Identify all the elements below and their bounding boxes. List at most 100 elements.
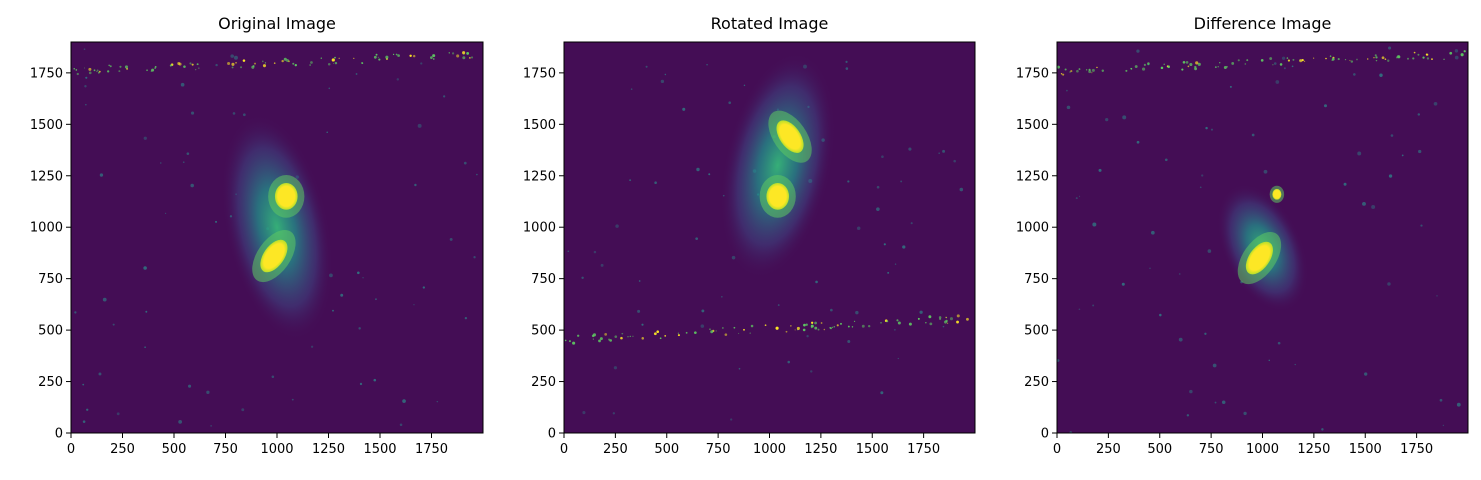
streak-point bbox=[430, 56, 433, 59]
star bbox=[83, 48, 86, 50]
star bbox=[402, 399, 406, 403]
streak-point bbox=[253, 62, 257, 65]
star bbox=[1388, 174, 1393, 178]
streak-point bbox=[572, 341, 576, 345]
star bbox=[362, 276, 364, 279]
streak-point bbox=[1060, 73, 1063, 75]
star bbox=[186, 152, 190, 155]
x-tick-label: 0 bbox=[1053, 442, 1061, 457]
star bbox=[645, 65, 648, 68]
star bbox=[215, 63, 218, 67]
star bbox=[473, 256, 476, 259]
star bbox=[1078, 308, 1081, 311]
streak-point bbox=[392, 53, 395, 56]
streak-point bbox=[1101, 69, 1105, 72]
streak-point bbox=[235, 61, 237, 64]
star bbox=[942, 325, 945, 328]
streak-point bbox=[1219, 62, 1221, 64]
star bbox=[1136, 140, 1140, 144]
streak-point bbox=[1422, 56, 1425, 59]
star bbox=[1221, 400, 1226, 405]
star bbox=[326, 131, 328, 134]
image-content bbox=[73, 48, 478, 427]
x-tick-label: 1500 bbox=[856, 442, 889, 457]
y-tick-label: 0 bbox=[55, 427, 63, 442]
streak-point bbox=[1181, 68, 1184, 71]
streak-point bbox=[627, 336, 629, 338]
streak-point bbox=[1166, 65, 1169, 67]
star bbox=[85, 76, 88, 79]
star bbox=[1214, 401, 1217, 404]
streak-point bbox=[470, 56, 474, 59]
star bbox=[1371, 204, 1376, 209]
streak-point bbox=[805, 323, 808, 326]
star bbox=[143, 136, 147, 140]
star bbox=[696, 167, 700, 172]
x-tick-label: 500 bbox=[654, 442, 679, 457]
streak-point bbox=[1091, 68, 1095, 72]
star bbox=[1149, 267, 1151, 269]
streak-point bbox=[1304, 60, 1306, 62]
streak-point bbox=[1279, 63, 1283, 66]
streak-point bbox=[836, 324, 839, 327]
streak-point bbox=[196, 63, 199, 66]
streak-point bbox=[810, 324, 814, 328]
star bbox=[375, 298, 377, 301]
streak-point bbox=[1246, 59, 1249, 62]
star bbox=[102, 297, 107, 302]
streak-point bbox=[378, 58, 381, 61]
streak-point bbox=[604, 333, 608, 336]
streak-point bbox=[178, 62, 182, 66]
streak-point bbox=[146, 69, 148, 72]
panel-2: 0 250 500 750 1000 1250 1500 1750 0 250 500 750 1000… bbox=[523, 14, 976, 457]
star bbox=[612, 412, 616, 415]
star bbox=[340, 293, 344, 297]
star bbox=[82, 420, 86, 423]
streak-point bbox=[1069, 71, 1071, 73]
star bbox=[787, 360, 791, 364]
streak-point bbox=[109, 65, 112, 68]
streak-point bbox=[169, 64, 172, 67]
y-tick-label: 1250 bbox=[523, 169, 556, 184]
streak-point bbox=[599, 337, 603, 341]
streak-point bbox=[577, 334, 580, 337]
streak-point bbox=[1076, 69, 1079, 73]
y-tick-label: 750 bbox=[38, 272, 63, 287]
streak-point bbox=[1387, 59, 1390, 62]
star bbox=[630, 88, 633, 90]
x-tick-label: 1750 bbox=[415, 442, 448, 457]
star bbox=[215, 220, 218, 223]
streak-point bbox=[1096, 66, 1098, 69]
star bbox=[1420, 224, 1423, 227]
streak-point bbox=[1350, 60, 1354, 63]
streak-point bbox=[715, 330, 717, 332]
star bbox=[476, 173, 478, 176]
streak-point bbox=[283, 57, 287, 61]
panel-3: 0 250 500 750 1000 1250 1500 1750 0 250 500 750 1000… bbox=[1016, 14, 1469, 457]
streak-point bbox=[292, 62, 295, 65]
streak-point bbox=[598, 339, 601, 343]
x-tick-label: 1250 bbox=[804, 442, 837, 457]
star bbox=[271, 375, 275, 378]
panel-1: 0 250 500 750 1000 1250 1500 1750 0 250 500 750 1000… bbox=[30, 14, 484, 457]
streak-point bbox=[790, 325, 792, 327]
x-tick-label: 0 bbox=[560, 442, 568, 457]
star bbox=[328, 87, 331, 90]
galaxy-core bbox=[274, 182, 298, 210]
star bbox=[1418, 149, 1422, 154]
streak-point bbox=[1381, 56, 1385, 60]
streak-point bbox=[456, 54, 460, 58]
y-tick-label: 500 bbox=[1024, 324, 1049, 339]
streak-point bbox=[1443, 58, 1445, 61]
star bbox=[1159, 313, 1162, 317]
streak-point bbox=[592, 338, 594, 340]
star bbox=[1294, 363, 1296, 366]
streak-point bbox=[1143, 63, 1146, 66]
streak-point bbox=[1195, 61, 1199, 65]
streak-point bbox=[1269, 57, 1273, 60]
streak-point bbox=[195, 69, 197, 71]
star bbox=[230, 54, 234, 58]
streak-point bbox=[764, 324, 767, 327]
streak-point bbox=[1395, 56, 1398, 59]
star bbox=[422, 286, 426, 289]
